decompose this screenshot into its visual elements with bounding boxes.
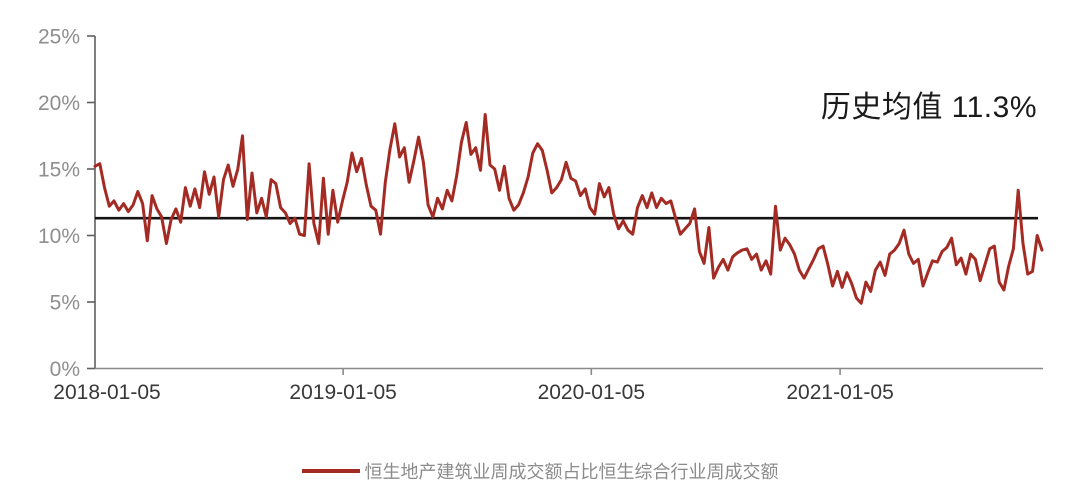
average-annotation: 历史均值 11.3%	[820, 91, 1037, 124]
y-tick-label: 5%	[50, 292, 80, 315]
x-tick-label: 2020-01-05	[538, 381, 645, 404]
legend-line-swatch	[301, 469, 360, 473]
y-tick-label: 10%	[38, 225, 80, 248]
legend-series-label: 恒生地产建筑业周成交额占比恒生综合行业周成交额	[364, 462, 779, 482]
y-tick-label: 20%	[38, 92, 80, 115]
chart-legend: 恒生地产建筑业周成交额占比恒生综合行业周成交额	[0, 460, 1080, 482]
y-tick-label: 25%	[38, 26, 80, 49]
series-path	[93, 113, 1044, 305]
x-tick-label: 2021-01-05	[786, 381, 893, 404]
x-tick-label: 2018-01-05	[53, 381, 160, 404]
y-tick-label: 15%	[38, 159, 80, 182]
x-tick-label: 2019-01-05	[289, 381, 396, 404]
y-tick-label: 0%	[50, 358, 80, 381]
